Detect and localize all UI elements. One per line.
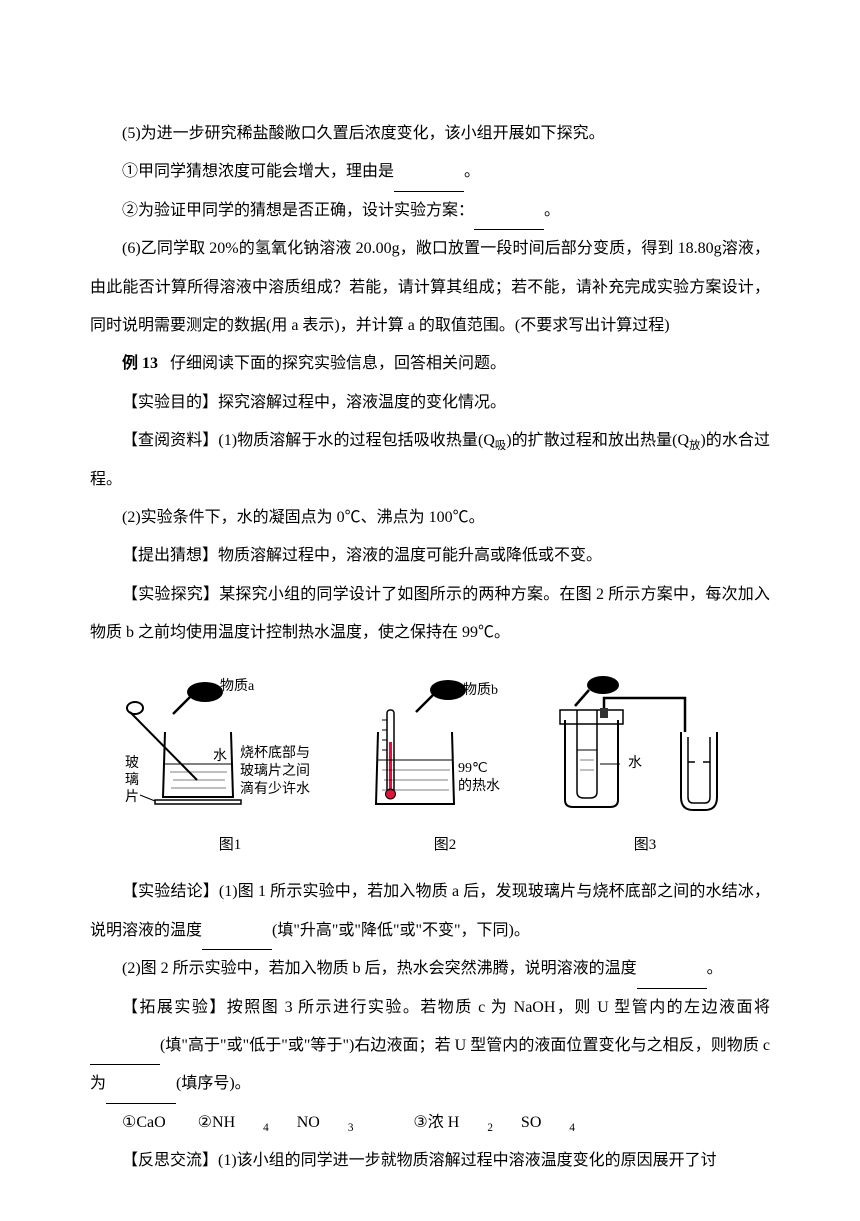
subscript: 4: [263, 1122, 269, 1134]
svg-text:玻: 玻: [125, 755, 139, 771]
experiment-inquiry: 【实验探究】某探究小组的同学设计了如图所示的两种方案。在图 2 所示方案中，每次…: [90, 576, 770, 653]
text: 【查阅资料】(1)物质溶解于水的过程包括吸收热量(Q: [122, 432, 495, 449]
svg-text:水: 水: [213, 748, 227, 764]
text: ②为验证甲同学的猜想是否正确，设计实验方案：: [122, 202, 474, 219]
experiment-purpose: 【实验目的】探究溶解过程中，溶液温度的变化情况。: [90, 384, 770, 422]
figure-3-svg: 水: [555, 672, 735, 822]
svg-text:99℃: 99℃: [458, 761, 488, 776]
example-number: 例 13: [122, 355, 158, 372]
text: ①甲同学猜想浓度可能会增大，理由是: [122, 163, 394, 180]
figure-3-label: 图3: [555, 827, 735, 863]
figure-3: 水 图3: [555, 672, 735, 863]
svg-text:滴有少许水: 滴有少许水: [240, 780, 310, 797]
example-13-heading: 例 13 仔细阅读下面的探究实验信息，回答相关问题。: [90, 345, 770, 383]
svg-text:的热水: 的热水: [458, 778, 500, 794]
paragraph-5-2: ②为验证甲同学的猜想是否正确，设计实验方案： 。: [90, 192, 770, 230]
svg-text:物质a: 物质a: [220, 678, 255, 694]
text: ③浓 H: [413, 1114, 459, 1131]
figure-1-label: 图1: [125, 827, 335, 863]
text: (2)图 2 所示实验中，若加入物质 b 后，热水会突然沸腾，说明溶液的温度: [122, 960, 637, 977]
svg-text:水: 水: [628, 755, 642, 771]
extension-experiment: 【拓展实验】按照图 3 所示进行实验。若物质 c 为 NaOH，则 U 型管内的…: [90, 989, 770, 1104]
hypothesis: 【提出猜想】物质溶解过程中，溶液的温度可能升高或降低或不变。: [90, 537, 770, 575]
subscript: 吸: [495, 440, 506, 452]
text: 【拓展实验】按照图 3 所示进行实验。若物质 c 为 NaOH，则 U 型管内的…: [122, 999, 770, 1016]
paragraph-6: (6)乙同学取 20%的氢氧化钠溶液 20.00g，敞口放置一段时间后部分变质，…: [90, 230, 770, 345]
text: SO: [521, 1114, 541, 1131]
figure-2-svg: 物质b 99℃ 的热水: [360, 672, 530, 822]
option-1: ①CaO: [122, 1114, 166, 1131]
conclusion-2: (2)图 2 所示实验中，若加入物质 b 后，热水会突然沸腾，说明溶液的温度 。: [90, 950, 770, 988]
figure-1: 物质a 水 玻 璃 片 烧杯底部与 玻璃片之间 滴有少许水 图1: [125, 672, 335, 863]
text: NO: [297, 1114, 320, 1131]
blank-field[interactable]: [106, 1085, 176, 1104]
options-row: ①CaO ②NH 4 NO 3 ③浓 H 2 SO 4: [90, 1104, 770, 1142]
reflection: 【反思交流】(1)该小组的同学进一步就物质溶解过程中溶液温度变化的原因展开了讨: [90, 1142, 770, 1180]
text: 。: [464, 163, 480, 180]
figure-2-label: 图2: [360, 827, 530, 863]
svg-text:物质b: 物质b: [463, 682, 498, 698]
reference-material: 【查阅资料】(1)物质溶解于水的过程包括吸收热量(Q吸)的扩散过程和放出热量(Q…: [90, 422, 770, 499]
text: ②NH: [198, 1114, 235, 1131]
figure-2: 物质b 99℃ 的热水 图2: [360, 672, 530, 863]
conclusion-1: 【实验结论】(1)图 1 所示实验中，若加入物质 a 后，发现玻璃片与烧杯底部之…: [90, 873, 770, 950]
figure-row: 物质a 水 玻 璃 片 烧杯底部与 玻璃片之间 滴有少许水 图1 物质b: [90, 672, 770, 863]
figure-1-svg: 物质a 水 玻 璃 片 烧杯底部与 玻璃片之间 滴有少许水: [125, 672, 335, 822]
subscript: 3: [348, 1122, 354, 1134]
text: (填序号)。: [176, 1075, 251, 1092]
svg-text:烧杯底部与: 烧杯底部与: [240, 745, 310, 761]
text: 。: [544, 202, 560, 219]
text: 仔细阅读下面的探究实验信息，回答相关问题。: [170, 355, 506, 372]
subscript: 放: [689, 440, 700, 452]
svg-text:片: 片: [125, 789, 139, 805]
blank-field[interactable]: [637, 969, 707, 988]
paragraph-5-1: ①甲同学猜想浓度可能会增大，理由是 。: [90, 153, 770, 191]
blank-field[interactable]: [394, 173, 464, 192]
text: 。: [707, 960, 723, 977]
subscript: 4: [569, 1122, 575, 1134]
text: (填"升高"或"降低"或"不变"，下同)。: [272, 922, 530, 939]
subscript: 2: [487, 1122, 493, 1134]
condition-2: (2)实验条件下，水的凝固点为 0℃、沸点为 100℃。: [90, 499, 770, 537]
text: )的扩散过程和放出热量(Q: [506, 432, 689, 449]
option-2: ②NH 4 NO 3: [198, 1114, 382, 1131]
paragraph-5: (5)为进一步研究稀盐酸敞口久置后浓度变化，该小组开展如下探究。: [90, 115, 770, 153]
svg-text:璃: 璃: [125, 771, 139, 788]
svg-text:玻璃片之间: 玻璃片之间: [240, 762, 310, 779]
option-3: ③浓 H 2 SO 4: [413, 1114, 603, 1131]
blank-field[interactable]: [90, 1046, 160, 1065]
blank-field[interactable]: [202, 931, 272, 950]
blank-field[interactable]: [474, 211, 544, 230]
